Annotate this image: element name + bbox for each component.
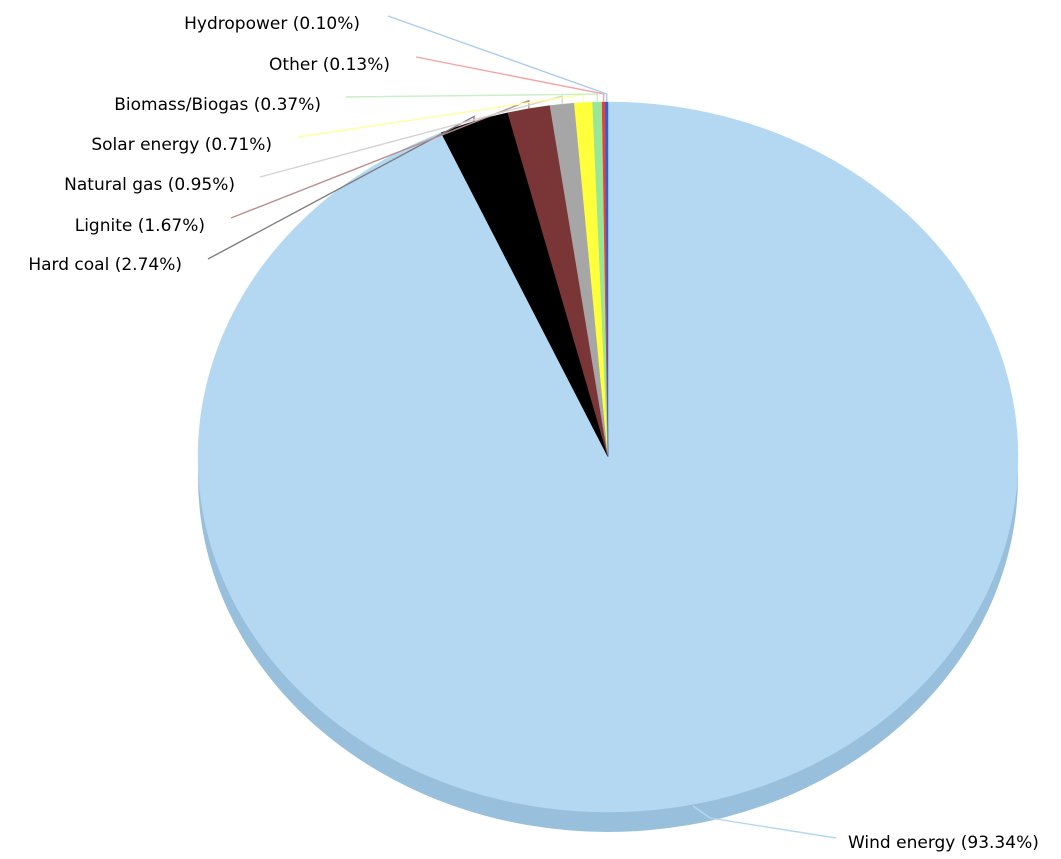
slice-labels: Wind energy (93.34%) Hard coal (2.74%) Lig…: [28, 14, 1039, 853]
slice-label-hard-coal: Hard coal (2.74%): [28, 255, 182, 275]
slice-label-lignite: Lignite (1.67%): [75, 216, 205, 236]
slice-label-solar-energy: Solar energy (0.71%): [91, 135, 272, 155]
leader-lines: [207, 15, 837, 839]
slice-label-wind-energy: Wind energy (93.34%): [848, 833, 1039, 853]
leader-line-wind-energy: [692, 805, 837, 839]
pie-slices: [197, 101, 1019, 813]
slice-label-other: Other (0.13%): [269, 55, 390, 75]
slice-label-natural-gas: Natural gas (0.95%): [64, 175, 235, 195]
leader-line-hydropower: [387, 15, 608, 102]
leader-line-lignite: [230, 99, 530, 219]
slice-label-biomass-biogas: Biomass/Biogas (0.37%): [114, 95, 321, 115]
leader-line-other: [415, 56, 605, 102]
pie-slice-hydropower: [605, 101, 609, 458]
slice-label-hydropower: Hydropower (0.10%): [184, 14, 360, 34]
leader-line-natural-gas: [259, 95, 563, 178]
leader-line-biomass-biogas: [345, 93, 598, 103]
